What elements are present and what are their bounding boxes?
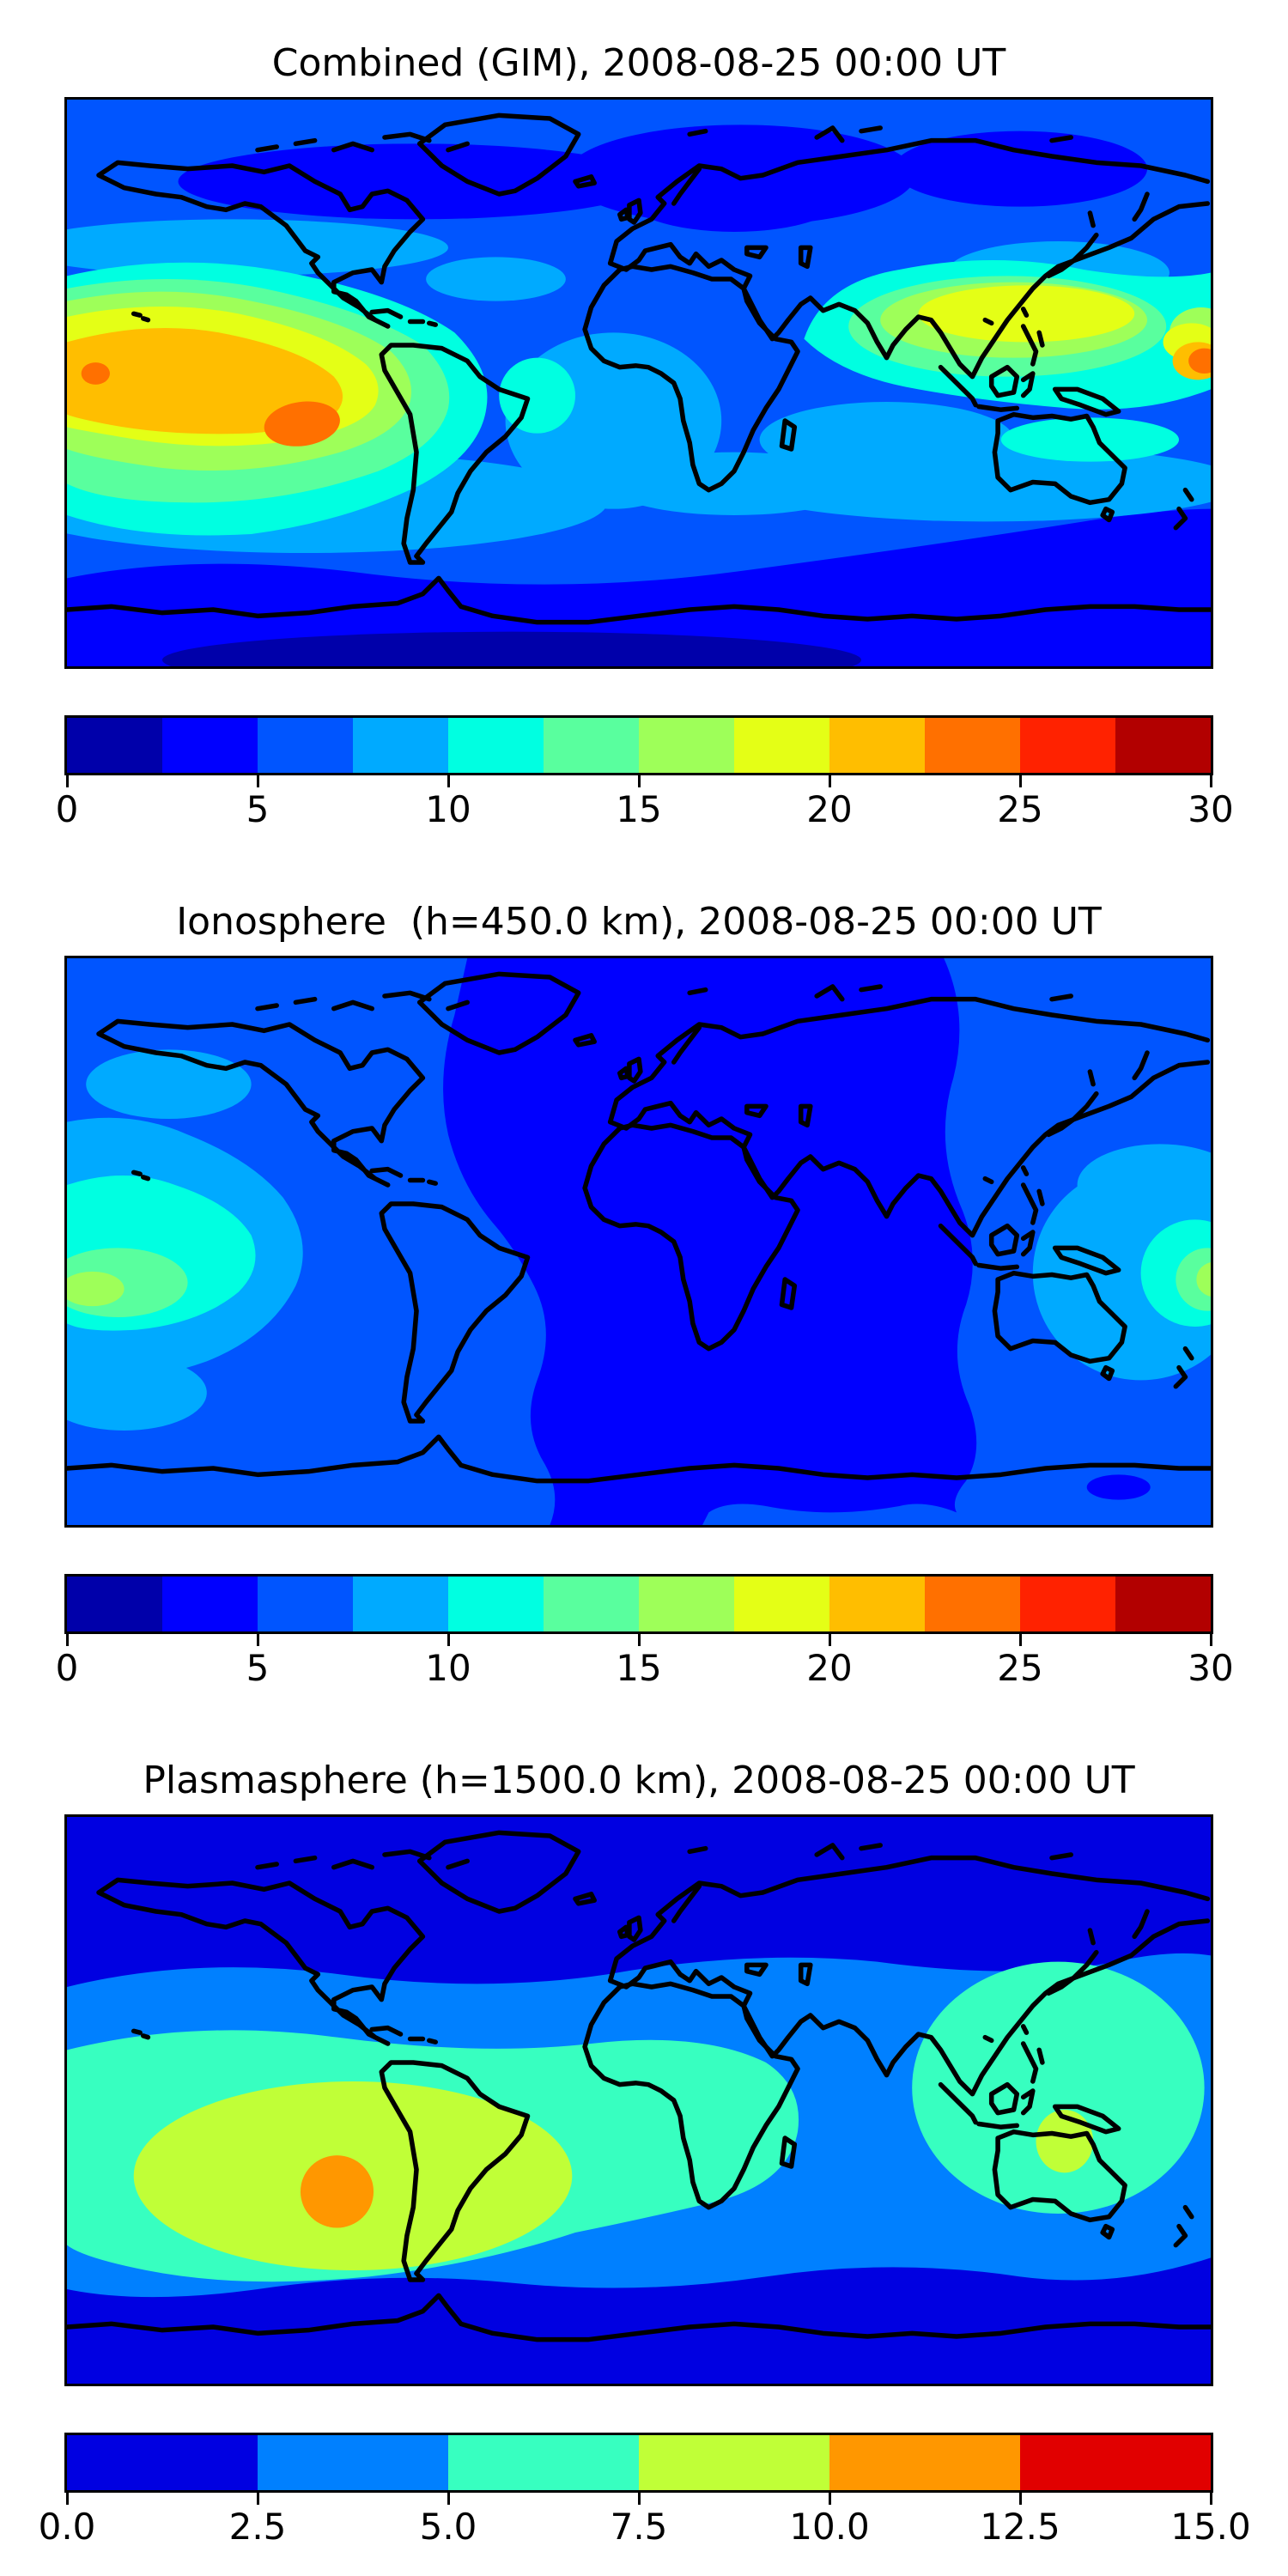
ionosphere-colorbar-tick-label: 5 — [246, 1647, 270, 1689]
combined-colorbar-segment-9 — [925, 718, 1020, 773]
combined-colorbar-segment-3 — [353, 718, 448, 773]
combined-colorbar-segment-0 — [67, 718, 162, 773]
plasmasphere-contour-map — [67, 1817, 1211, 2384]
combined-colorbar-segment-2 — [258, 718, 353, 773]
ionosphere-colorbar-segment-5 — [544, 1577, 639, 1631]
combined-colorbar-tick — [1209, 775, 1212, 787]
combined-colorbar-segment-10 — [1020, 718, 1115, 773]
plasmasphere-colorbar-tick — [447, 2493, 450, 2505]
ionosphere-colorbar-tick — [637, 1634, 641, 1646]
plasmasphere-colorbar-tick-label: 2.5 — [228, 2506, 287, 2548]
ionosphere-colorbar-segment-11 — [1115, 1577, 1211, 1631]
panel-ionosphere-title: Ionosphere (h=450.0 km), 2008-08-25 00:0… — [176, 900, 1102, 944]
ionosphere-colorbar-segment-6 — [639, 1577, 734, 1631]
contour-fills — [67, 958, 1211, 1525]
combined-colorbar-tick-label: 15 — [616, 788, 662, 830]
ionosphere-colorbar-segment-2 — [258, 1577, 353, 1631]
ionosphere-colorbar-tick-label: 20 — [806, 1647, 853, 1689]
plasmasphere-colorbar-segment-5 — [1020, 2435, 1211, 2490]
ionosphere-colorbar-segment-4 — [448, 1577, 544, 1631]
panel-plasmasphere: Plasmasphere (h=1500.0 km), 2008-08-25 0… — [0, 1717, 1288, 2576]
combined-colorbar-tick — [1018, 775, 1022, 787]
plasmasphere-colorbar — [64, 2433, 1213, 2493]
ionosphere-colorbar-segment-10 — [1020, 1577, 1115, 1631]
combined-colorbar-tick-label: 0 — [55, 788, 79, 830]
ionosphere-colorbar-tick — [828, 1634, 831, 1646]
combined-contour-map — [67, 100, 1211, 666]
ionosphere-colorbar-tick — [65, 1634, 69, 1646]
ionosphere-colorbar-tick-label: 10 — [425, 1647, 471, 1689]
ionosphere-colorbar-tick-label: 15 — [616, 1647, 662, 1689]
ionosphere-colorbar-tick — [256, 1634, 259, 1646]
plasmasphere-colorbar-tick — [65, 2493, 69, 2505]
ionosphere-colorbar-segment-0 — [67, 1577, 162, 1631]
combined-colorbar-tick-label: 5 — [246, 788, 270, 830]
plasmasphere-colorbar-tick-label: 5.0 — [419, 2506, 477, 2548]
ionosphere-colorbar-tick — [1018, 1634, 1022, 1646]
combined-colorbar-segment-8 — [829, 718, 925, 773]
plasmasphere-colorbar-tick-label: 10.0 — [789, 2506, 870, 2548]
plasmasphere-colorbar-tick — [1209, 2493, 1212, 2505]
ionosphere-colorbar-tick — [447, 1634, 450, 1646]
panel-combined-title: Combined (GIM), 2008-08-25 00:00 UT — [271, 41, 1006, 85]
combined-colorbar-tick — [65, 775, 69, 787]
plasmasphere-colorbar-segment-0 — [67, 2435, 258, 2490]
plasmasphere-colorbar-tick-label: 7.5 — [610, 2506, 668, 2548]
ionosphere-colorbar-tick-label: 0 — [55, 1647, 79, 1689]
combined-colorbar-tick — [256, 775, 259, 787]
ionosphere-colorbar-segment-7 — [734, 1577, 829, 1631]
combined-colorbar-tick-label: 25 — [997, 788, 1043, 830]
combined-colorbar-tick — [828, 775, 831, 787]
combined-colorbar-segment-6 — [639, 718, 734, 773]
ionosphere-colorbar-segment-9 — [925, 1577, 1020, 1631]
contour-fills — [67, 1953, 1211, 2298]
panel-ionosphere-map — [64, 956, 1213, 1528]
plasmasphere-colorbar-tick — [256, 2493, 259, 2505]
panel-combined-map — [64, 97, 1213, 669]
combined-colorbar — [64, 715, 1213, 775]
combined-colorbar-tick-label: 20 — [806, 788, 853, 830]
combined-colorbar-tick — [447, 775, 450, 787]
panel-plasmasphere-title: Plasmasphere (h=1500.0 km), 2008-08-25 0… — [143, 1759, 1135, 1802]
plasmasphere-colorbar-segment-1 — [258, 2435, 448, 2490]
combined-colorbar-segment-4 — [448, 718, 544, 773]
plasmasphere-colorbar-segment-4 — [829, 2435, 1020, 2490]
plasmasphere-colorbar-segment-2 — [448, 2435, 639, 2490]
combined-colorbar-segment-5 — [544, 718, 639, 773]
ionosphere-colorbar-segment-1 — [162, 1577, 258, 1631]
ionosphere-colorbar-segment-8 — [829, 1577, 925, 1631]
ionosphere-contour-map — [67, 958, 1211, 1525]
plasmasphere-colorbar-tick — [637, 2493, 641, 2505]
combined-colorbar-segment-1 — [162, 718, 258, 773]
combined-colorbar-segment-7 — [734, 718, 829, 773]
ionosphere-colorbar-segment-3 — [353, 1577, 448, 1631]
panel-plasmasphere-map — [64, 1814, 1213, 2386]
ionosphere-colorbar-tick-label: 25 — [997, 1647, 1043, 1689]
contour-fills — [67, 125, 1211, 666]
ionosphere-colorbar — [64, 1574, 1213, 1634]
plasmasphere-colorbar-tick — [828, 2493, 831, 2505]
ionosphere-colorbar-tick-label: 30 — [1188, 1647, 1234, 1689]
combined-colorbar-tick — [637, 775, 641, 787]
plasmasphere-colorbar-tick-label: 0.0 — [38, 2506, 96, 2548]
ionosphere-colorbar-tick — [1209, 1634, 1212, 1646]
combined-colorbar-segment-11 — [1115, 718, 1211, 773]
panel-combined: Combined (GIM), 2008-08-25 00:00 UT — [0, 0, 1288, 859]
combined-colorbar-tick-label: 10 — [425, 788, 471, 830]
plasmasphere-colorbar-tick-label: 12.5 — [980, 2506, 1060, 2548]
plasmasphere-colorbar-tick-label: 15.0 — [1170, 2506, 1251, 2548]
plasmasphere-colorbar-segment-3 — [639, 2435, 829, 2490]
panel-ionosphere: Ionosphere (h=450.0 km), 2008-08-25 00:0… — [0, 859, 1288, 1717]
plasmasphere-colorbar-tick — [1018, 2493, 1022, 2505]
combined-colorbar-tick-label: 30 — [1188, 788, 1234, 830]
